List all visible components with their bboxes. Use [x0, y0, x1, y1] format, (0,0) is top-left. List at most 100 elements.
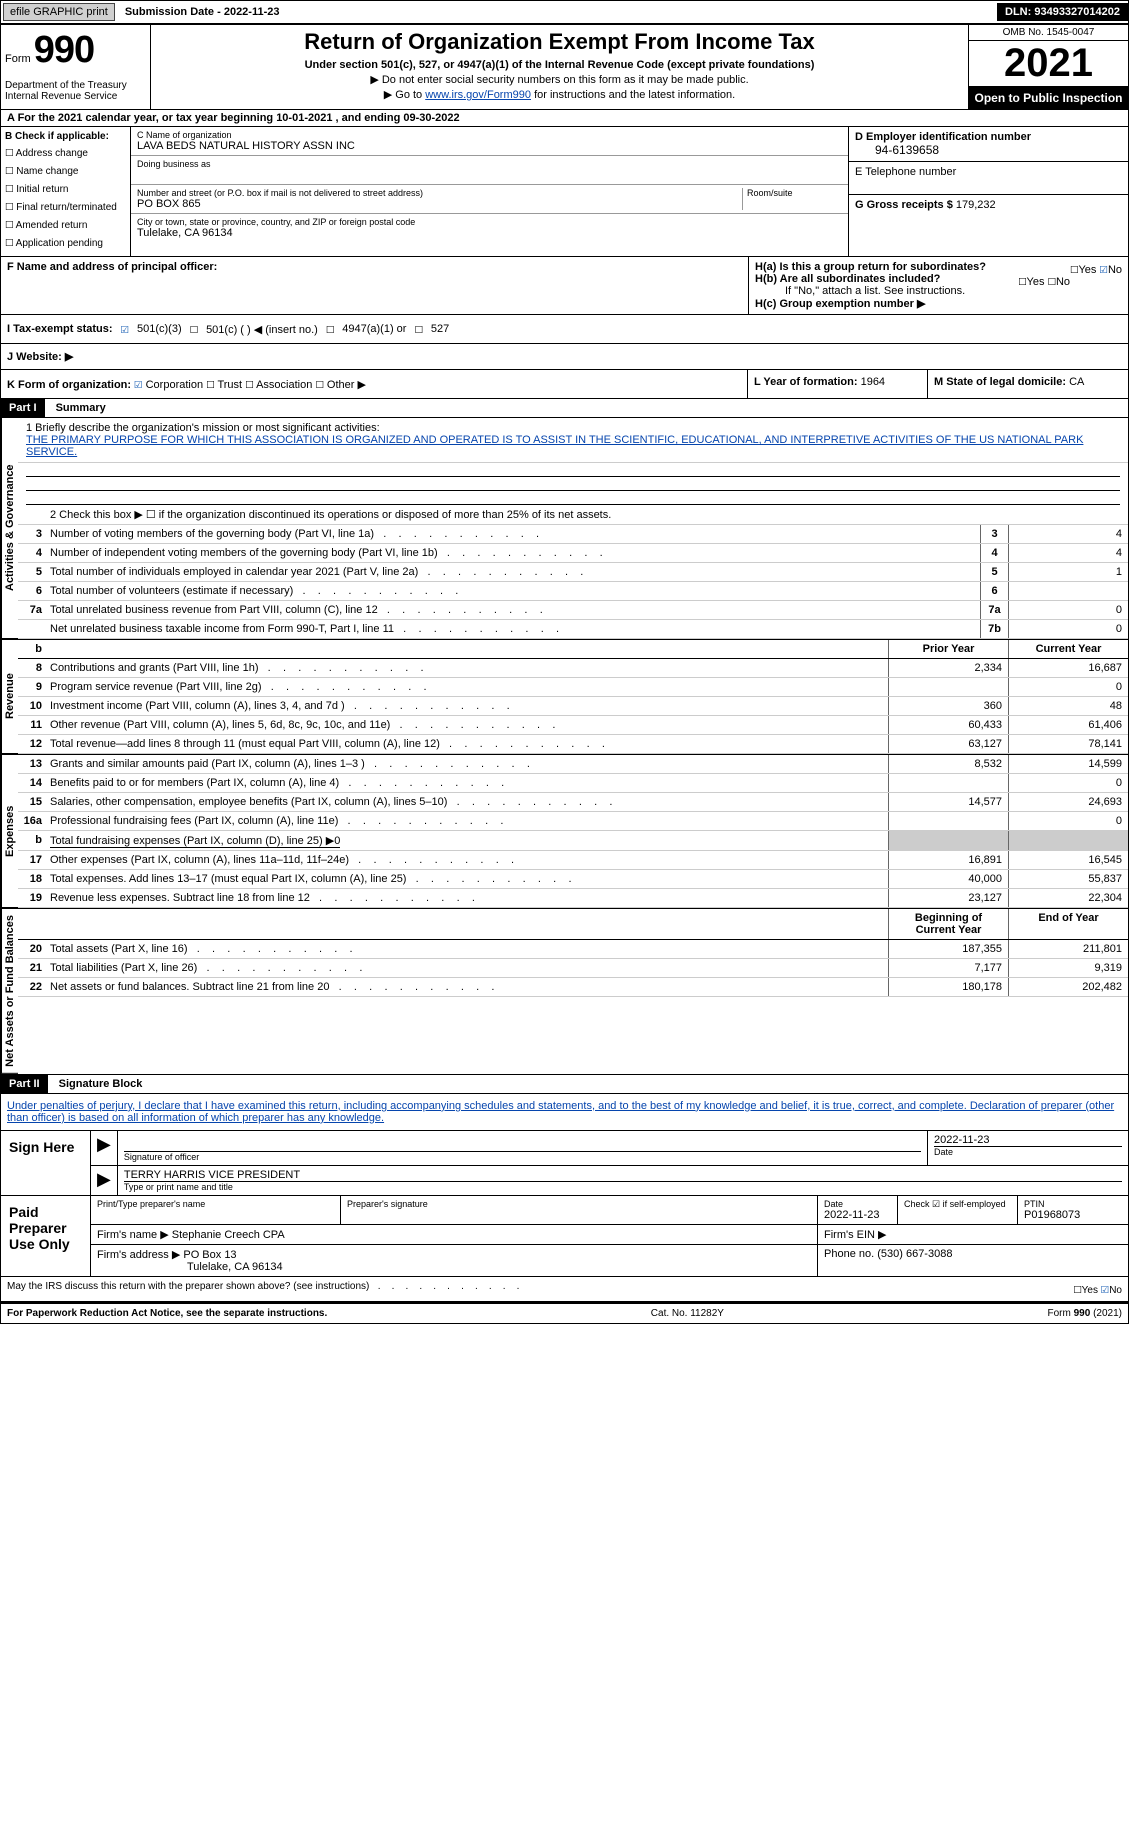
cb-trust[interactable]: [206, 376, 214, 392]
cb-pending[interactable]: Application pending: [5, 234, 126, 250]
summary-line: 5Total number of individuals employed in…: [18, 563, 1128, 582]
part1-title: Summary: [48, 402, 106, 414]
row-fh: F Name and address of principal officer:…: [0, 257, 1129, 315]
street-label: Number and street (or P.O. box if mail i…: [137, 188, 742, 198]
part2-title: Signature Block: [51, 1078, 143, 1090]
sig-date: 2022-11-23: [934, 1134, 1122, 1147]
col-prior-year: Prior Year: [888, 640, 1008, 658]
summary-expenses: Expenses 13Grants and similar amounts pa…: [0, 754, 1129, 908]
cb-other[interactable]: [315, 376, 323, 392]
section-bcd: B Check if applicable: Address change Na…: [0, 127, 1129, 257]
klm-row: K Form of organization: Corporation Trus…: [0, 370, 1129, 399]
tax-year: 2021: [969, 41, 1128, 87]
efile-print-button[interactable]: efile GRAPHIC print: [3, 3, 115, 21]
cb-4947[interactable]: [326, 321, 334, 337]
summary-line: 3Number of voting members of the governi…: [18, 525, 1128, 544]
col-current-year: Current Year: [1008, 640, 1128, 658]
ptin-value: P01968073: [1024, 1209, 1122, 1221]
tax-status-row: I Tax-exempt status: 501(c)(3) 501(c) ( …: [0, 315, 1129, 344]
summary-line: 8Contributions and grants (Part VIII, li…: [18, 659, 1128, 678]
officer-name: TERRY HARRIS VICE PRESIDENT: [124, 1169, 1122, 1182]
form-prefix: Form: [5, 53, 31, 65]
row-a-calendar: A For the 2021 calendar year, or tax yea…: [0, 110, 1129, 127]
summary-line: 9Program service revenue (Part VIII, lin…: [18, 678, 1128, 697]
sig-officer-label: Signature of officer: [124, 1152, 921, 1162]
instr2-post: for instructions and the latest informat…: [534, 89, 735, 101]
hc-row: H(c) Group exemption number ▶: [755, 297, 1122, 310]
footer-left: For Paperwork Reduction Act Notice, see …: [7, 1308, 327, 1319]
cb-address-change[interactable]: Address change: [5, 144, 126, 160]
check-self-employed[interactable]: Check ☑ if self-employed: [904, 1199, 1011, 1210]
firm-name: Stephanie Creech CPA: [172, 1229, 285, 1241]
discuss-no[interactable]: [1101, 1281, 1109, 1297]
l-label: L Year of formation:: [754, 376, 858, 388]
irs-link[interactable]: www.irs.gov/Form990: [425, 89, 531, 101]
website-row: J Website: ▶: [0, 344, 1129, 370]
status-label: I Tax-exempt status:: [7, 323, 113, 335]
col-b-checkboxes: B Check if applicable: Address change Na…: [1, 127, 131, 256]
prep-date-label: Date: [824, 1199, 891, 1209]
form-header: Form 990 Department of the Treasury Inte…: [0, 25, 1129, 110]
paid-preparer-block: Paid Preparer Use Only Print/Type prepar…: [0, 1196, 1129, 1277]
discuss-yes[interactable]: [1073, 1281, 1081, 1297]
prep-phone: (530) 667-3088: [877, 1248, 952, 1260]
instruction-1: ▶ Do not enter social security numbers o…: [159, 73, 960, 86]
tab-governance: Activities & Governance: [1, 418, 18, 639]
summary-line: 11Other revenue (Part VIII, column (A), …: [18, 716, 1128, 735]
cb-corp[interactable]: [134, 376, 142, 392]
city-label: City or town, state or province, country…: [137, 217, 842, 227]
cb-501c3[interactable]: [121, 321, 129, 337]
summary-line: 13Grants and similar amounts paid (Part …: [18, 755, 1128, 774]
tab-revenue: Revenue: [1, 640, 18, 754]
ein-label: D Employer identification number: [855, 131, 1122, 143]
summary-line: 12Total revenue—add lines 8 through 11 (…: [18, 735, 1128, 754]
tab-net: Net Assets or Fund Balances: [1, 909, 18, 1074]
website-label: J Website: ▶: [7, 351, 73, 363]
summary-line: 14Benefits paid to or for members (Part …: [18, 774, 1128, 793]
row-f-label: F Name and address of principal officer:: [7, 261, 217, 273]
col-d: D Employer identification number 94-6139…: [848, 127, 1128, 256]
declaration: Under penalties of perjury, I declare th…: [0, 1094, 1129, 1130]
prep-date: 2022-11-23: [824, 1209, 891, 1221]
col-c-org: C Name of organization LAVA BEDS NATURAL…: [131, 127, 848, 256]
summary-net: Net Assets or Fund Balances Beginning of…: [0, 908, 1129, 1075]
mission-text: THE PRIMARY PURPOSE FOR WHICH THIS ASSOC…: [26, 434, 1120, 458]
tab-expenses: Expenses: [1, 755, 18, 908]
org-name-label: C Name of organization: [137, 130, 842, 140]
line1-label: 1 Briefly describe the organization's mi…: [26, 422, 1120, 434]
summary-line: Net unrelated business taxable income fr…: [18, 620, 1128, 639]
cb-assoc[interactable]: [245, 376, 253, 392]
summary-line: 16aProfessional fundraising fees (Part I…: [18, 812, 1128, 831]
dln-label: DLN: 93493327014202: [997, 3, 1128, 21]
hb-row: H(b) Are all subordinates included? Yes …: [755, 273, 1122, 285]
street-value: PO BOX 865: [137, 198, 742, 210]
summary-line: 6Total number of volunteers (estimate if…: [18, 582, 1128, 601]
firm-addr1: PO Box 13: [183, 1249, 236, 1261]
arrow-icon: ▶: [91, 1131, 118, 1165]
m-label: M State of legal domicile:: [934, 376, 1066, 388]
ein-value: 94-6139658: [855, 143, 1122, 157]
dept-label: Department of the Treasury Internal Reve…: [5, 80, 146, 102]
part1-header: Part I: [1, 399, 45, 417]
m-state: CA: [1069, 376, 1084, 388]
summary-line: 18Total expenses. Add lines 13–17 (must …: [18, 870, 1128, 889]
summary-line: 4Number of independent voting members of…: [18, 544, 1128, 563]
footer-mid: Cat. No. 11282Y: [651, 1308, 724, 1319]
instruction-2: ▶ Go to www.irs.gov/Form990 for instruct…: [159, 88, 960, 101]
cb-527[interactable]: [414, 321, 422, 337]
form-number: 990: [34, 29, 94, 71]
cb-amended[interactable]: Amended return: [5, 216, 126, 232]
room-label: Room/suite: [747, 188, 842, 198]
sign-here-block: Sign Here ▶ Signature of officer 2022-11…: [0, 1130, 1129, 1196]
l-year: 1964: [861, 376, 885, 388]
cb-501c[interactable]: [190, 321, 198, 337]
cb-final-return[interactable]: Final return/terminated: [5, 198, 126, 214]
gross-value: 179,232: [956, 199, 996, 211]
subtitle: Under section 501(c), 527, or 4947(a)(1)…: [159, 59, 960, 71]
cb-name-change[interactable]: Name change: [5, 162, 126, 178]
summary-line: bTotal fundraising expenses (Part IX, co…: [18, 831, 1128, 851]
cb-initial-return[interactable]: Initial return: [5, 180, 126, 196]
firm-addr2: Tulelake, CA 96134: [97, 1261, 283, 1273]
part2-header: Part II: [1, 1075, 48, 1093]
summary-line: 15Salaries, other compensation, employee…: [18, 793, 1128, 812]
